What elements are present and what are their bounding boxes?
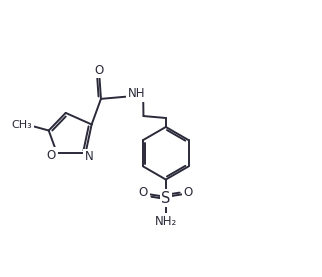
Text: O: O [95, 63, 104, 76]
Text: NH: NH [128, 87, 146, 100]
Text: CH₃: CH₃ [12, 120, 33, 130]
Text: O: O [139, 186, 148, 199]
Text: O: O [184, 186, 193, 199]
Text: O: O [47, 148, 56, 161]
Text: N: N [85, 150, 94, 163]
Text: S: S [161, 191, 171, 206]
Text: NH₂: NH₂ [155, 215, 177, 228]
